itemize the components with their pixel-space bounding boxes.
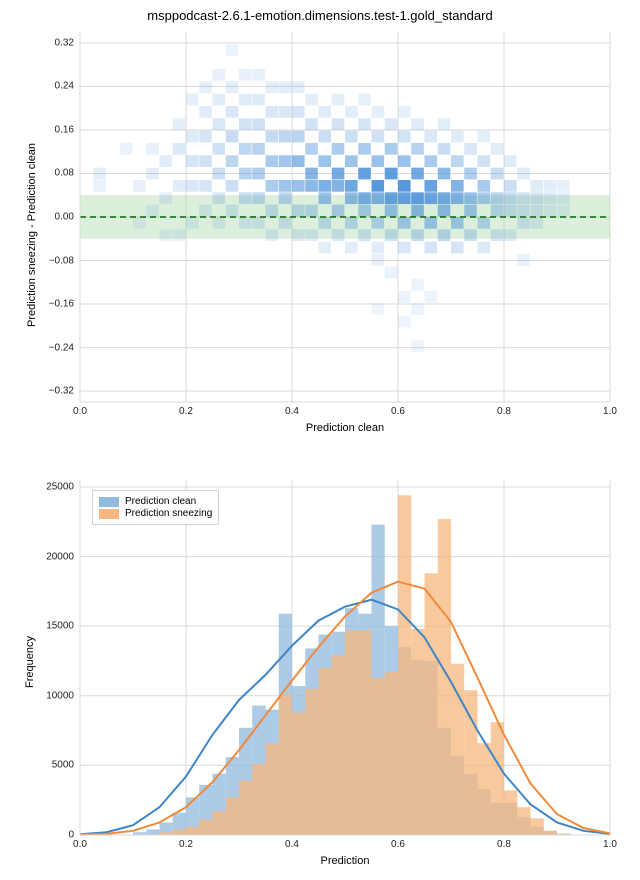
legend-label: Prediction sneezing bbox=[125, 508, 212, 519]
ytick: 0.16 bbox=[34, 124, 74, 135]
xtick: 0.8 bbox=[497, 839, 511, 850]
xtick: 0.4 bbox=[285, 839, 299, 850]
xtick: 0.8 bbox=[497, 406, 511, 417]
legend-item: Prediction sneezing bbox=[99, 508, 212, 519]
ytick: 15000 bbox=[24, 621, 74, 632]
ytick: 0.32 bbox=[34, 37, 74, 48]
ytick: −0.32 bbox=[34, 386, 74, 397]
xtick: 0.2 bbox=[179, 406, 193, 417]
figure-title: msppodcast-2.6.1-emotion.dimensions.test… bbox=[0, 8, 640, 23]
legend: Prediction cleanPrediction sneezing bbox=[92, 490, 219, 525]
ytick: −0.16 bbox=[34, 299, 74, 310]
scatter-svg bbox=[80, 32, 610, 402]
ytick: 25000 bbox=[24, 481, 74, 492]
legend-swatch bbox=[99, 497, 119, 507]
legend-label: Prediction clean bbox=[125, 496, 196, 507]
figure: msppodcast-2.6.1-emotion.dimensions.test… bbox=[0, 0, 640, 880]
xtick: 0.2 bbox=[179, 839, 193, 850]
ytick: 0.00 bbox=[34, 212, 74, 223]
ytick: 0.24 bbox=[34, 81, 74, 92]
ytick: 0 bbox=[24, 830, 74, 841]
ytick: 0.08 bbox=[34, 168, 74, 179]
xtick: 0.0 bbox=[73, 839, 87, 850]
legend-swatch bbox=[99, 509, 119, 519]
ylabel-bottom: Frequency bbox=[24, 636, 36, 688]
xtick: 1.0 bbox=[603, 406, 617, 417]
ytick: −0.08 bbox=[34, 255, 74, 266]
xtick: 0.0 bbox=[73, 406, 87, 417]
xlabel-bottom: Prediction bbox=[80, 855, 610, 867]
xtick: 0.4 bbox=[285, 406, 299, 417]
ytick: −0.24 bbox=[34, 342, 74, 353]
xlabel-top: Prediction clean bbox=[80, 422, 610, 434]
xtick: 1.0 bbox=[603, 839, 617, 850]
legend-item: Prediction clean bbox=[99, 496, 212, 507]
ytick: 5000 bbox=[24, 760, 74, 771]
histogram-panel: 0.00.20.40.60.81.0 050001000015000200002… bbox=[80, 480, 610, 835]
ylabel-top: Prediction sneezing - Prediction clean bbox=[26, 143, 38, 327]
ytick: 20000 bbox=[24, 551, 74, 562]
xtick: 0.6 bbox=[391, 839, 405, 850]
histogram-svg bbox=[80, 480, 610, 835]
ytick: 10000 bbox=[24, 690, 74, 701]
scatter-panel: 0.00.20.40.60.81.0 −0.32−0.24−0.16−0.080… bbox=[80, 32, 610, 402]
xtick: 0.6 bbox=[391, 406, 405, 417]
